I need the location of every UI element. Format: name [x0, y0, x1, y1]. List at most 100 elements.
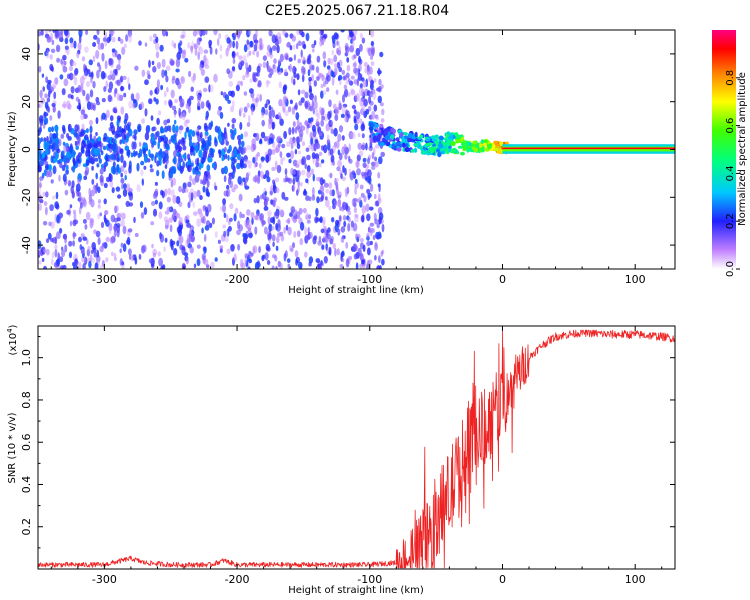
spectrogram-noise-cell	[291, 35, 296, 42]
spectrogram-noise-cell	[49, 204, 54, 212]
spectrogram-noise-cell	[193, 190, 198, 199]
spectrogram-noise-cell	[371, 165, 376, 170]
spectrogram-noise-cell	[368, 95, 372, 104]
spectrogram-noise-cell	[52, 157, 58, 163]
spectrogram-noise-cell	[256, 50, 260, 58]
spectrogram-noise-cell	[376, 222, 380, 229]
spectrogram-noise-cell	[243, 44, 248, 53]
spectrogram-noise-cell	[320, 262, 324, 267]
spectrogram-noise-cell	[81, 140, 86, 149]
spectrogram-noise-cell	[197, 208, 202, 215]
spectrogram-noise-cell	[188, 229, 193, 238]
spectrogram-noise-cell	[156, 130, 160, 138]
spectrogram-noise-cell	[304, 251, 308, 258]
spectrogram-noise-cell	[298, 100, 303, 106]
spectrogram-noise-cell	[119, 212, 123, 219]
spectrogram-noise-cell	[89, 89, 94, 98]
spectrogram-noise-cell	[207, 203, 212, 213]
spectrogram-noise-cell	[319, 197, 323, 203]
spectrogram-noise-cell	[80, 128, 85, 137]
spectrogram-noise-cell	[202, 87, 208, 93]
spectrogram-noise-cell	[251, 138, 256, 147]
spectrogram-noise-cell	[170, 240, 176, 246]
spectrogram-tone-cell	[434, 134, 439, 139]
spectrogram-noise-cell	[194, 166, 199, 172]
spectrogram-noise-cell	[361, 174, 367, 179]
spectrogram-noise-cell	[101, 112, 106, 120]
spectrogram-noise-cell	[144, 42, 148, 47]
spectrogram-noise-cell	[367, 194, 371, 200]
spectrogram-noise-cell	[227, 99, 231, 104]
spectrogram-noise-cell	[45, 169, 50, 178]
spectrogram-noise-cell	[89, 133, 93, 140]
spectrogram-noise-cell	[267, 121, 273, 130]
spectrogram-noise-cell	[203, 49, 209, 54]
spectrogram-noise-cell	[353, 35, 357, 41]
snr-panel: -300 -200 -100 0 100 0.2 0.4 0.6 0.8 1.0 SNR (10 …	[6, 324, 676, 596]
spectrogram-noise-cell	[308, 231, 313, 239]
spectrogram-noise-cell	[380, 151, 386, 158]
spectrogram-noise-cell	[231, 157, 236, 166]
spectrogram-noise-cell	[162, 158, 166, 164]
spectrogram-noise-cell	[360, 108, 365, 115]
spectrogram-noise-cell	[197, 106, 201, 111]
snr-y-tick-label: 0.4	[20, 476, 33, 494]
spectrogram-noise-cell	[311, 145, 315, 152]
spectrogram-noise-cell	[39, 158, 45, 167]
spectrogram-noise-cell	[155, 98, 159, 105]
spectrogram-noise-cell	[73, 40, 77, 49]
spectrogram-noise-cell	[311, 74, 315, 82]
spectrogram-noise-cell	[226, 188, 231, 197]
spectrogram-noise-cell	[344, 116, 348, 123]
spectrogram-noise-cell	[45, 30, 48, 35]
spectrogram-noise-cell	[186, 126, 190, 132]
spectrogram-noise-cell	[377, 67, 381, 77]
spectrogram-noise-cell	[337, 160, 342, 168]
spectrogram-noise-cell	[187, 153, 191, 161]
spectrogram-noise-cell	[264, 103, 268, 109]
spectrogram-noise-cell	[228, 43, 232, 48]
spectrogram-noise-cell	[285, 224, 289, 231]
spectrogram-noise-cell	[287, 65, 291, 70]
spectrogram-noise-cell	[309, 106, 313, 112]
spectrogram-noise-cell	[308, 85, 312, 92]
spectrogram-noise-cell	[41, 152, 46, 159]
spectrogram-noise-cell	[239, 106, 244, 113]
spectrogram-noise-cell	[214, 231, 218, 238]
spectrogram-noise-cell	[65, 164, 69, 171]
spectrogram-noise-cell	[196, 218, 201, 228]
spectrogram-noise-cell	[154, 89, 158, 94]
spectrogram-noise-cell	[155, 36, 159, 44]
spectrogram-noise-cell	[94, 262, 99, 269]
spectrogram-noise-cell	[377, 95, 382, 104]
spectrogram-noise-cell	[254, 261, 260, 269]
spectrogram-noise-cell	[370, 79, 374, 89]
spectrogram-noise-cell	[80, 109, 86, 115]
spectrogram-noise-cell	[378, 156, 383, 165]
spectrogram-noise-cell	[164, 188, 168, 197]
spectrogram-noise-cell	[319, 132, 323, 136]
spectrogram-noise-cell	[362, 244, 366, 252]
spectrogram-noise-cell	[54, 151, 59, 160]
spectrogram-noise-cell	[319, 216, 323, 224]
spectrogram-noise-cell	[277, 219, 281, 228]
spectrogram-noise-cell	[373, 78, 377, 83]
spectrogram-noise-cell	[52, 133, 57, 140]
spectrogram-noise-cell	[292, 136, 296, 144]
spectrogram-noise-cell	[48, 30, 52, 33]
spectrogram-noise-cell	[88, 187, 91, 197]
spectrogram-noise-cell	[116, 115, 121, 121]
spectrogram-noise-cell	[301, 55, 305, 63]
spectrogram-noise-cell	[44, 148, 50, 156]
spectrogram-noise-cell	[359, 83, 363, 89]
spectrogram-noise-cell	[159, 233, 165, 243]
spectrogram-noise-cell	[298, 207, 303, 215]
spectrogram-noise-cell	[187, 158, 192, 166]
spectrogram-noise-cell	[340, 226, 346, 233]
spectrogram-noise-cell	[40, 246, 46, 255]
spectrogram-tone-cell	[388, 138, 393, 142]
spectrogram-noise-cell	[311, 96, 314, 101]
spectrogram-noise-cell	[279, 262, 283, 269]
spectrogram-noise-cell	[40, 97, 46, 104]
spectrogram-noise-cell	[114, 205, 119, 213]
